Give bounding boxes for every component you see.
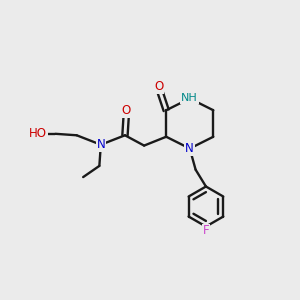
Text: O: O (122, 104, 131, 117)
Text: N: N (185, 142, 194, 155)
Text: HO: HO (29, 127, 47, 140)
Text: N: N (97, 138, 105, 151)
Text: O: O (154, 80, 164, 93)
Text: F: F (202, 224, 209, 238)
Text: NH: NH (182, 94, 198, 103)
